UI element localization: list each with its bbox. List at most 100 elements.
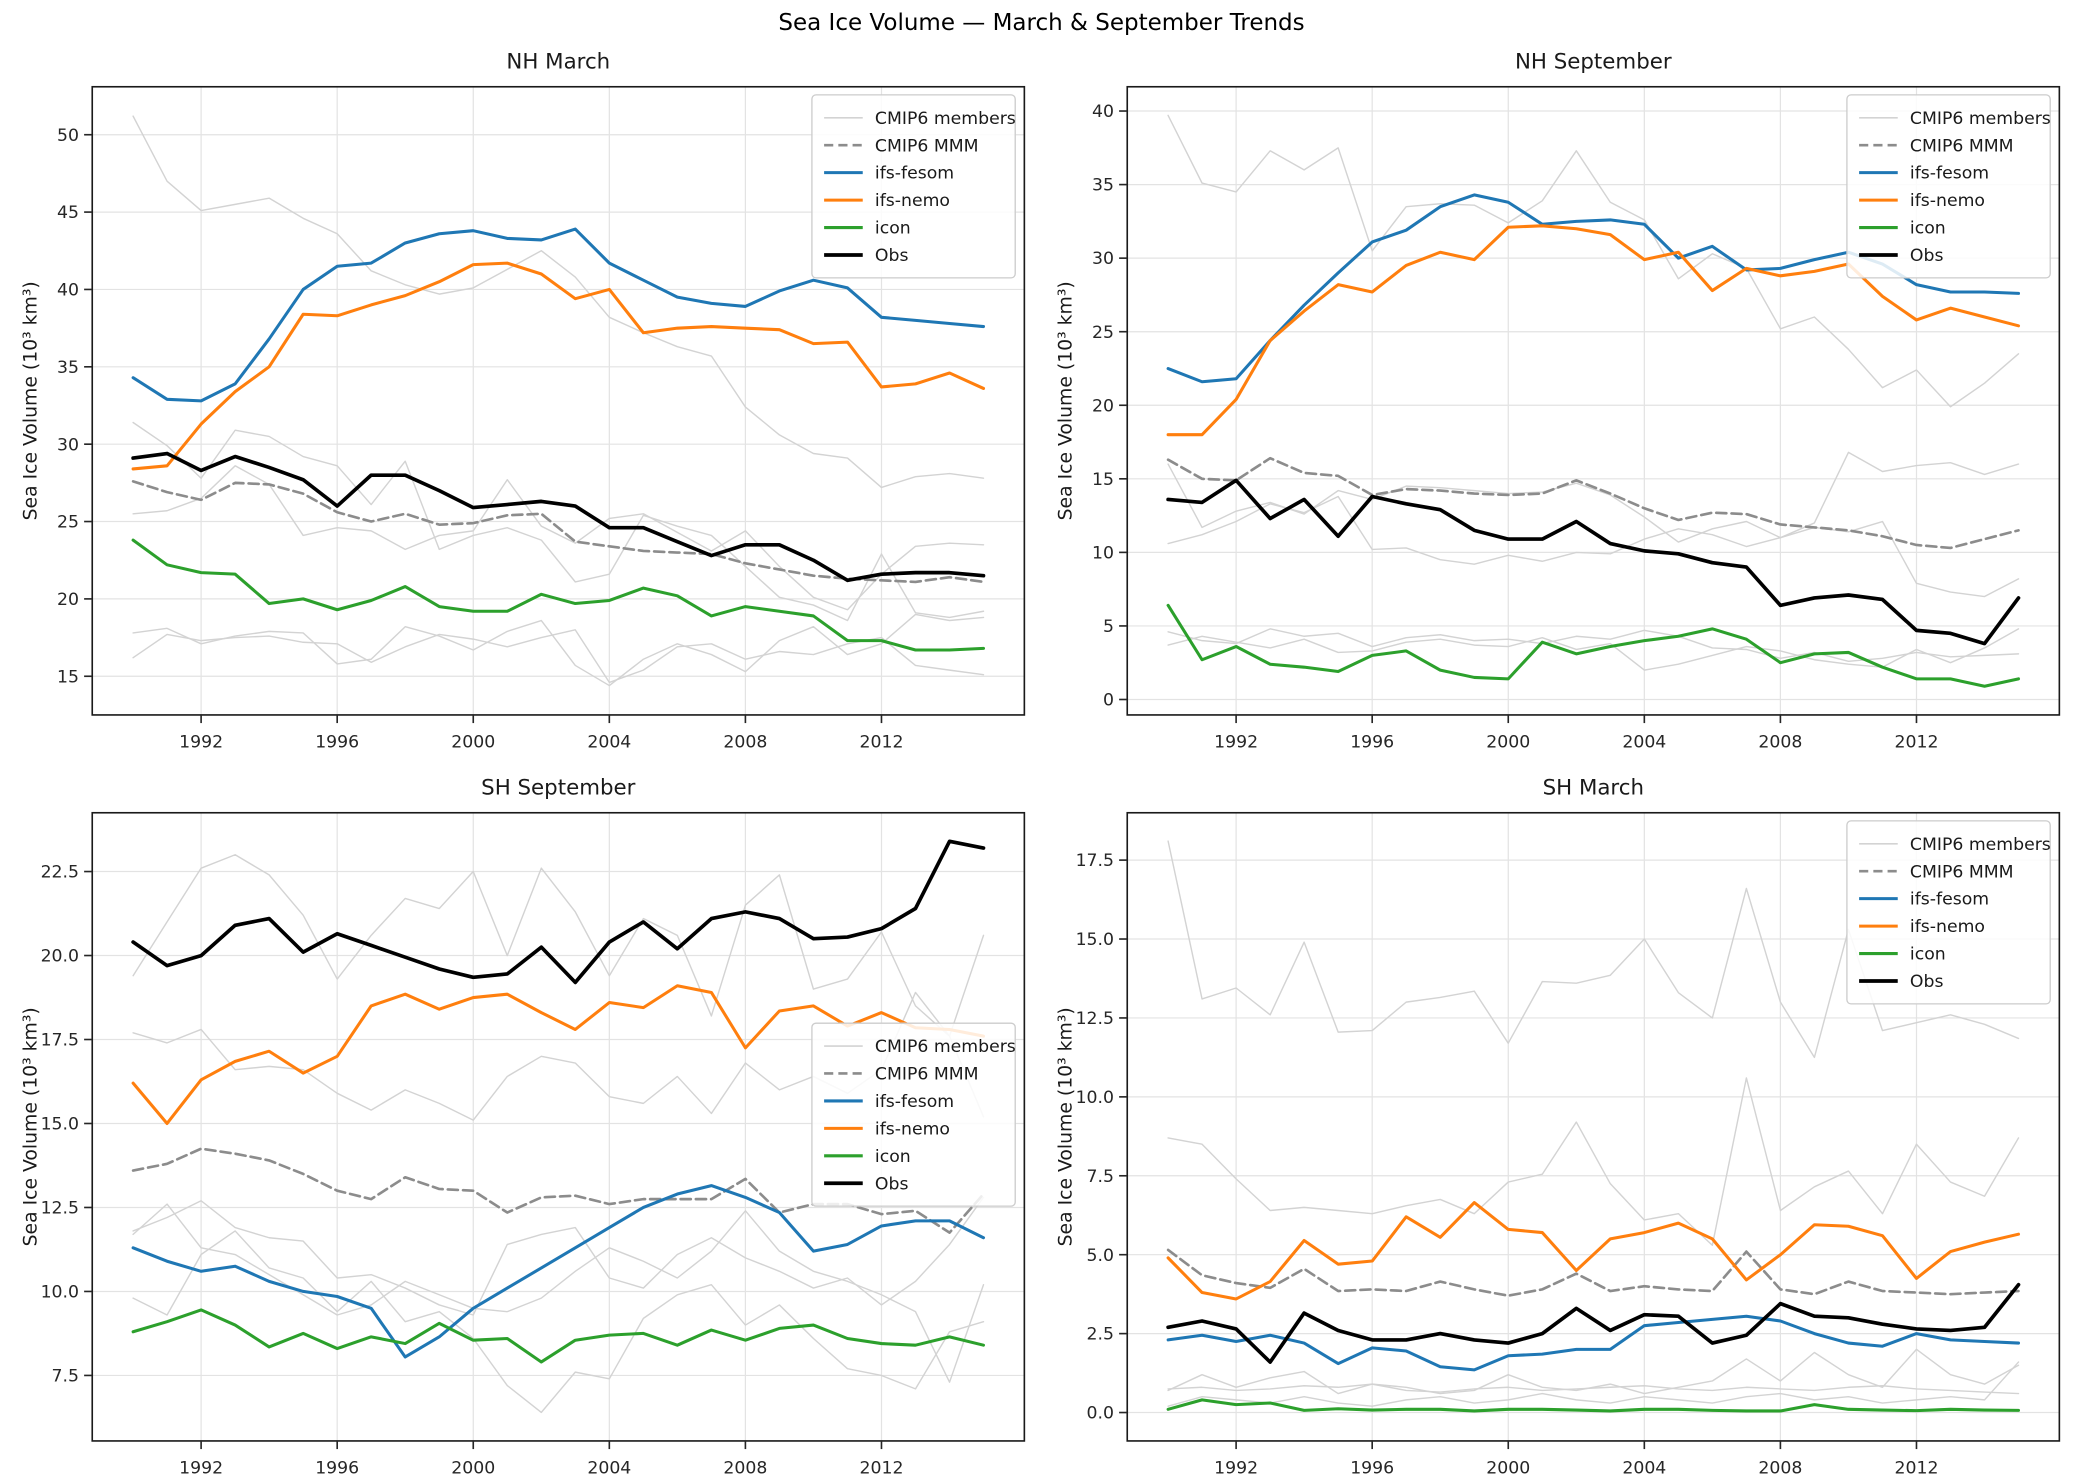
y-tick-label: 15.0 xyxy=(41,1114,79,1134)
y-tick-label: 10.0 xyxy=(1075,1088,1113,1108)
series-cmip6-member-line-2 xyxy=(132,421,985,622)
legend-box xyxy=(811,1022,1016,1207)
panel-title: SH September xyxy=(481,775,635,800)
x-tick-label: 2004 xyxy=(587,1458,631,1476)
panels-grid: NH March 1992 1996 2000 2004 2008 2012 15 20 25 30… xyxy=(0,40,2083,1476)
y-tick-label: 25 xyxy=(1092,323,1114,343)
series-cmip6-member-line-2 xyxy=(1166,1076,2019,1246)
legend-label-obs: Obs xyxy=(875,1174,909,1194)
series-group xyxy=(131,839,986,1413)
series-cmip6-member-line-3 xyxy=(1166,451,2019,565)
legend-label-icon: icon xyxy=(1909,219,1945,239)
series-icon-line xyxy=(1166,603,2020,688)
legend-label-obs: Obs xyxy=(1909,972,1943,992)
series-group xyxy=(131,115,986,687)
series-cmip6-member-line-4 xyxy=(1166,1383,2019,1395)
legend-label-mmm: CMIP6 MMM xyxy=(1909,862,2013,882)
series-cmip6-member-line-1 xyxy=(1166,114,2019,408)
series-ifs-fesom-line xyxy=(1166,1314,2020,1372)
x-tick-label: 2000 xyxy=(1486,1458,1530,1476)
legend-label-members: CMIP6 members xyxy=(1909,109,2050,129)
y-tick-label: 12.5 xyxy=(41,1198,79,1218)
y-tick-label: 2.5 xyxy=(1086,1324,1113,1344)
axis-ticks: 1992 1996 2000 2004 2008 2012 15 20 25 30 35 40 45 50 xyxy=(57,126,903,753)
y-tick-label: 20 xyxy=(57,590,79,610)
series-cmip6-member-line-4 xyxy=(1166,628,2019,662)
series-obs-line xyxy=(131,839,986,984)
series-obs-line xyxy=(1165,478,2020,646)
series-cmip6-member-line-1 xyxy=(132,115,985,489)
series-cmip6-mmm-line xyxy=(1166,456,2020,550)
y-tick-label: 40 xyxy=(57,281,79,301)
legend: CMIP6 members CMIP6 MMM ifs-fesom ifs-nemo i… xyxy=(1845,94,2051,279)
x-tick-label: 2000 xyxy=(1486,732,1530,752)
x-tick-label: 1996 xyxy=(315,1458,359,1476)
x-tick-label: 1992 xyxy=(1214,732,1258,752)
legend-label-fesom: ifs-fesom xyxy=(1909,164,1988,184)
x-tick-label: 2000 xyxy=(451,1458,495,1476)
gridlines xyxy=(1126,812,2059,1441)
y-axis-label: Sea Ice Volume (10³ km³) xyxy=(1055,1007,1076,1246)
y-tick-label: 30 xyxy=(57,435,79,455)
x-tick-label: 2012 xyxy=(1894,1458,1938,1476)
series-cmip6-member-line-4 xyxy=(132,1229,985,1413)
series-icon-line xyxy=(131,538,986,652)
series-ifs-nemo-line xyxy=(131,261,986,471)
series-cmip6-mmm-line xyxy=(131,1147,985,1234)
axis-ticks: 1992 1996 2000 2004 2008 2012 7.5 10.0 12.5 15.0 1… xyxy=(41,862,904,1476)
x-tick-label: 2012 xyxy=(860,732,904,752)
legend-label-obs: Obs xyxy=(1909,246,1943,266)
legend-label-nemo: ifs-nemo xyxy=(1909,917,1984,937)
legend-label-icon: icon xyxy=(875,1147,911,1167)
axes-frame xyxy=(91,85,1026,716)
legend-box xyxy=(811,94,1016,279)
x-tick-label: 2008 xyxy=(723,732,767,752)
legend-label-nemo: ifs-nemo xyxy=(1909,191,1984,211)
y-tick-label: 17.5 xyxy=(41,1030,79,1050)
panel-title: SH March xyxy=(1542,775,1643,800)
y-tick-label: 0.0 xyxy=(1086,1403,1113,1423)
y-tick-label: 35 xyxy=(57,358,79,378)
x-tick-label: 1996 xyxy=(315,732,359,752)
x-tick-label: 2000 xyxy=(451,732,495,752)
series-ifs-nemo-line xyxy=(1166,224,2020,437)
y-tick-label: 5.0 xyxy=(1086,1246,1113,1266)
x-tick-label: 1992 xyxy=(1214,1458,1258,1476)
series-cmip6-mmm-line xyxy=(131,480,985,584)
y-tick-label: 15 xyxy=(1092,470,1114,490)
x-tick-label: 2012 xyxy=(1894,732,1938,752)
x-tick-label: 1996 xyxy=(1350,732,1394,752)
legend: CMIP6 members CMIP6 MMM ifs-fesom ifs-nemo i… xyxy=(1845,819,2051,1005)
legend-label-members: CMIP6 members xyxy=(875,109,1016,129)
legend-label-fesom: ifs-fesom xyxy=(1909,889,1988,909)
series-ifs-fesom-line xyxy=(131,1183,986,1359)
x-tick-label: 2008 xyxy=(1758,1458,1802,1476)
gridlines xyxy=(92,812,1025,1441)
y-tick-label: 7.5 xyxy=(1086,1167,1113,1187)
y-tick-label: 17.5 xyxy=(1075,851,1113,871)
y-tick-label: 10 xyxy=(1092,543,1114,563)
x-tick-label: 2004 xyxy=(1622,1458,1666,1476)
y-axis-label: Sea Ice Volume (10³ km³) xyxy=(20,281,41,520)
series-cmip6-member-line-2 xyxy=(1166,463,2019,598)
y-tick-label: 25 xyxy=(57,513,79,533)
series-ifs-fesom-line xyxy=(131,227,986,403)
panel-title: NH March xyxy=(506,49,610,74)
panel-sh-march: SH March 1992 1996 2000 2004 2008 2012 0.0 2.5 5.… xyxy=(1051,766,2068,1476)
series-cmip6-member-line-4 xyxy=(132,613,985,687)
legend-label-members: CMIP6 members xyxy=(875,1037,1016,1057)
axis-ticks: 1992 1996 2000 2004 2008 2012 0 5 10 15 20 25 30 35 40 xyxy=(1092,102,1938,752)
legend-label-nemo: ifs-nemo xyxy=(875,1119,950,1139)
sh-march-chart: SH March 1992 1996 2000 2004 2008 2012 0.0 2.5 5.… xyxy=(1055,775,2060,1476)
legend-label-nemo: ifs-nemo xyxy=(875,191,950,211)
x-tick-label: 2008 xyxy=(723,1458,767,1476)
legend: CMIP6 members CMIP6 MMM ifs-fesom ifs-nemo i… xyxy=(811,94,1016,279)
y-axis-label: Sea Ice Volume (10³ km³) xyxy=(1055,281,1076,520)
legend: CMIP6 members CMIP6 MMM ifs-fesom ifs-nemo i… xyxy=(811,1022,1016,1207)
series-ifs-nemo-line xyxy=(1166,1200,2020,1301)
legend-box xyxy=(1845,819,2051,1005)
y-tick-label: 22.5 xyxy=(41,862,79,882)
y-tick-label: 15.0 xyxy=(1075,930,1113,950)
figure-title: Sea Ice Volume — March & September Trend… xyxy=(778,10,1305,36)
